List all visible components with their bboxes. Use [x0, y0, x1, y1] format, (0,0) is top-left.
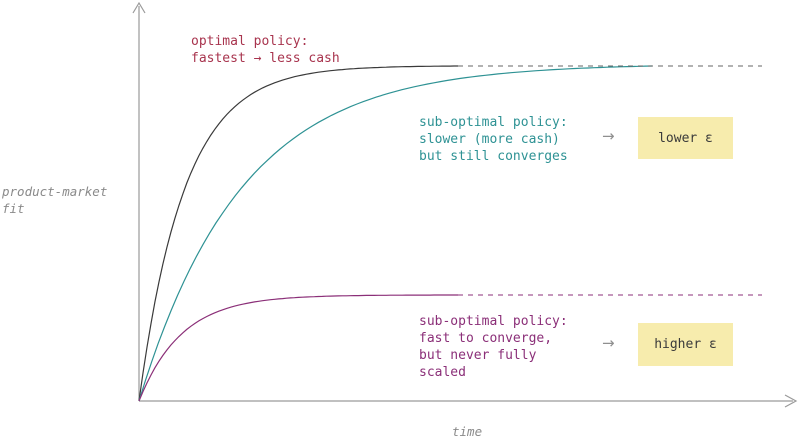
slower-annotation-line2: slower (more cash)	[419, 132, 560, 147]
y-axis-arrowhead	[132, 1, 146, 14]
slower-annotation-line3: but still converges	[419, 149, 568, 164]
higher-epsilon-arrow: →	[602, 334, 615, 352]
optimal-policy-curve	[138, 65, 458, 402]
slower-policy-curve	[138, 65, 653, 402]
lower-epsilon-arrow: →	[602, 127, 615, 145]
fast-annotation-line2: fast to converge,	[419, 331, 553, 346]
fast-annotation-line1: sub-optimal policy:	[419, 314, 568, 329]
x-axis-arrowhead	[784, 394, 798, 408]
x-axis-label: time	[452, 424, 483, 439]
y-axis-label-line1: product-market	[2, 184, 108, 199]
optimal-policy-annotation: optimal policy: fastest → less cash	[191, 33, 340, 67]
lower-epsilon-box: lower ε	[638, 117, 733, 159]
higher-epsilon-box: higher ε	[638, 323, 733, 366]
slower-policy-annotation: sub-optimal policy: slower (more cash) but…	[419, 114, 568, 165]
optimal-annotation-line2: fastest → less cash	[191, 51, 340, 66]
y-axis-label-line2: fit	[2, 201, 25, 216]
fast-policy-curve	[138, 294, 458, 402]
fast-annotation-line3: but never fully	[419, 348, 537, 363]
y-axis-label: product-market fit	[2, 183, 107, 217]
fast-policy-annotation: sub-optimal policy: fast to converge, but …	[419, 313, 568, 381]
fast-annotation-line4: scaled	[419, 365, 466, 380]
slower-annotation-line1: sub-optimal policy:	[419, 115, 568, 130]
optimal-annotation-line1: optimal policy:	[191, 34, 309, 49]
